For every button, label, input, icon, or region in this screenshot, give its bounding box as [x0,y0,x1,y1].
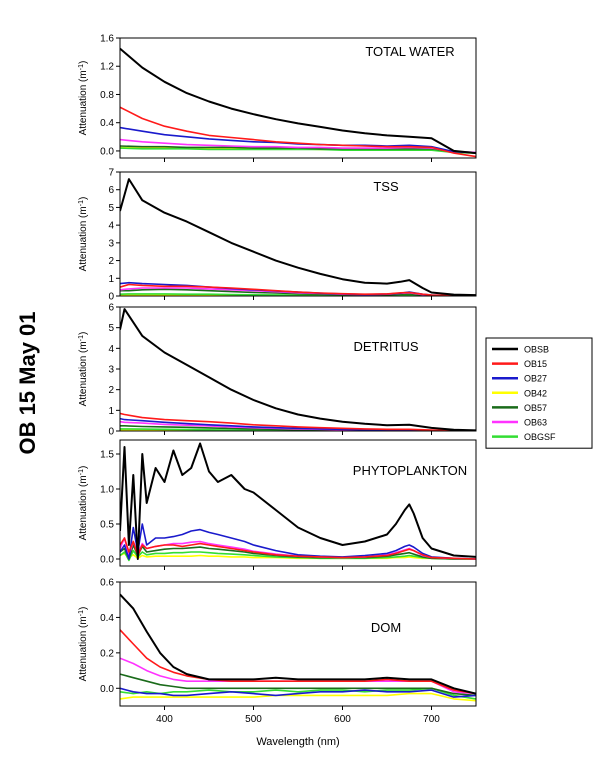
y-axis-label: Attenuation (m-1) [78,607,90,682]
series-line-ob15 [120,283,476,296]
legend-label: OB57 [524,403,547,413]
y-tick-label: 1 [108,406,114,417]
y-axis-label: Attenuation (m-1) [78,332,90,407]
legend-label: OB42 [524,388,547,398]
series-line-obgsf [120,147,476,154]
y-tick-label: 0.5 [100,520,114,531]
y-tick-label: 0.8 [100,90,114,101]
y-tick-label: 1.2 [100,62,114,73]
y-axis-label-text: Attenuation (m [78,70,89,135]
series-line-ob27 [120,687,476,698]
y-axis-label-close: ) [78,466,89,469]
panel-tss: 0 1 2 3 4 5 6 7 TSS Attenuation (m-1) [78,168,477,303]
panel-title: PHYTOPLANKTON [353,463,467,478]
x-tick-label: 700 [423,714,440,725]
y-tick-label: 2 [108,256,114,267]
y-tick-label: 0.4 [100,118,114,129]
x-tick-label: 400 [156,714,173,725]
y-tick-label: 2 [108,385,114,396]
series-line-obgsf [120,549,476,562]
legend: OBSB OB15 OB27 OB42 OB57 OB63 OBGSF [485,337,593,449]
y-axis-label-exponent: -1 [78,335,85,341]
x-axis-label: Wavelength (nm) [256,736,339,748]
y-axis-label: Attenuation (m-1) [78,466,90,541]
series-group [120,308,476,431]
y-tick-label: 6 [108,303,114,314]
plot-frame [119,439,477,567]
series-line-ob57 [120,673,476,697]
y-axis-label-text: Attenuation (m [78,206,89,271]
x-tick-label: 500 [245,714,262,725]
series-line-ob57 [120,544,476,560]
y-axis-label: Attenuation (m-1) [78,61,90,136]
legend-label: OB63 [524,418,547,428]
y-tick-label: 0 [108,292,114,303]
y-axis-label-text: Attenuation (m [78,341,89,406]
panel-phytoplankton: 0.0 0.5 1.0 1.5 PHYTOPLANKTON Attenuation (m-… [78,439,477,570]
y-axis-label: Attenuation (m-1) [78,197,90,272]
panel-detritus: 0 1 2 3 4 5 6 DETRITUS Attenuation (m-1) [78,303,477,438]
series-line-obsb [120,47,476,155]
series-line-ob15 [120,537,476,560]
y-axis-label-close: ) [78,332,89,335]
series-line-obsb [120,593,476,695]
series-group [120,178,476,296]
series-line-obsb [120,442,476,560]
series-group [120,442,476,562]
y-tick-label: 5 [108,203,114,214]
series-line-ob15 [120,106,476,158]
plot-frame [119,581,477,707]
y-tick-label: 3 [108,365,114,376]
y-axis-label-text: Attenuation (m [78,616,89,681]
panel-title: TSS [373,179,399,194]
y-tick-label: 1.5 [100,450,114,461]
series-group [120,47,476,158]
y-axis-label-close: ) [78,197,89,200]
panel-dom: 0.0 0.2 0.4 0.6 400 500 600 700 DOM Attenuation (… [78,578,477,725]
series-group [120,593,476,702]
series-line-obsb [120,178,476,296]
y-axis-label-close: ) [78,607,89,610]
y-axis-label-exponent: -1 [78,469,85,475]
y-axis-label-text: Attenuation (m [78,475,89,540]
legend-label: OBSB [524,345,549,355]
y-axis-label-close: ) [78,61,89,64]
series-line-ob27 [120,523,476,560]
y-tick-label: 0.2 [100,648,114,659]
series-line-ob15 [120,629,476,695]
legend-label: OBGSF [524,432,556,442]
y-axis-label-exponent: -1 [78,64,85,70]
y-tick-label: 1.0 [100,485,114,496]
panel-total-water: 0.0 0.4 0.8 1.2 1.6 TOTAL WATER Attenuation (m… [78,34,477,162]
y-tick-label: 5 [108,323,114,334]
y-tick-label: 0.0 [100,146,114,157]
legend-label: OB27 [524,374,547,384]
legend-label: OB15 [524,359,547,369]
y-tick-label: 0.6 [100,578,114,589]
y-tick-label: 0.4 [100,613,114,624]
plot-frame [119,37,477,159]
y-tick-label: 0 [108,427,114,438]
y-tick-label: 0.0 [100,684,114,695]
panel-title: DOM [371,620,401,635]
x-tick-label: 600 [334,714,351,725]
y-tick-label: 3 [108,238,114,249]
y-tick-label: 0.0 [100,555,114,566]
plot-frame [119,171,477,297]
series-line-ob15 [120,412,476,431]
panel-title: TOTAL WATER [365,44,454,59]
y-tick-label: 6 [108,185,114,196]
y-axis-label-exponent: -1 [78,200,85,206]
y-tick-label: 4 [108,344,114,355]
y-tick-label: 1.6 [100,34,114,45]
series-line-ob42 [120,552,476,560]
y-tick-label: 7 [108,168,114,179]
y-tick-label: 4 [108,221,114,232]
series-line-obsb [120,308,476,431]
plot-frame [119,306,477,432]
y-tick-label: 1 [108,274,114,285]
panel-title: DETRITUS [354,339,419,354]
y-axis-label-exponent: -1 [78,610,85,616]
